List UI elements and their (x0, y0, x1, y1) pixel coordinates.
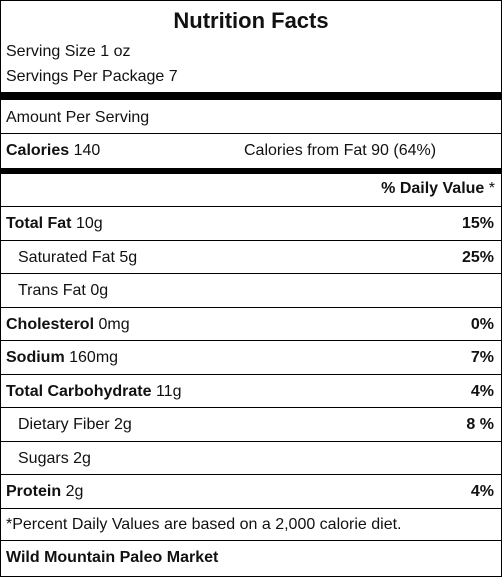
brand-name: Wild Mountain Paleo Market (6, 549, 219, 566)
servings-per-package: Servings Per Package 7 (6, 68, 178, 85)
calories-value: 140 (73, 142, 101, 159)
nutrient-row-total-fat: Total Fat 10g 15% (1, 207, 501, 241)
nutrient-row-dietary-fiber: Dietary Fiber 2g 8 % (1, 408, 501, 442)
nutrient-name: Total Fat (6, 215, 72, 232)
nutrient-name: Sodium (6, 349, 65, 366)
daily-value-header: % Daily Value * (1, 174, 501, 207)
nutrient-amount: 10g (75, 215, 103, 232)
nutrient-percent: 25% (461, 248, 494, 266)
nutrient-amount: 2g (65, 483, 84, 500)
serving-info: Serving Size 1 oz Servings Per Package 7 (1, 39, 501, 92)
daily-value-label: % Daily Value (381, 180, 485, 197)
nutrient-row-trans-fat: Trans Fat 0g (1, 274, 501, 308)
daily-value-footnote: *Percent Daily Values are based on a 2,0… (1, 508, 501, 541)
nutrient-row-cholesterol: Cholesterol 0mg 0% (1, 308, 501, 341)
nutrient-name: Dietary Fiber (18, 416, 110, 433)
nutrient-percent: 8 % (466, 416, 494, 433)
nutrient-row-saturated-fat: Saturated Fat 5g 25% (1, 241, 501, 274)
nutrient-name: Total Carbohydrate (6, 382, 152, 400)
nutrient-amount: 2g (114, 416, 132, 433)
calories-label: Calories (6, 142, 70, 159)
daily-value-star: * (488, 180, 495, 197)
thick-divider (1, 92, 501, 100)
nutrient-percent: 0% (470, 315, 494, 333)
nutrient-amount: 0g (90, 282, 109, 299)
nutrient-amount: 11g (155, 382, 182, 400)
serving-size: Serving Size 1 oz (6, 43, 131, 60)
nutrient-amount: 2g (73, 449, 91, 467)
nutrient-name: Saturated Fat (18, 248, 115, 266)
nutrient-percent: 15% (461, 215, 494, 232)
nutrient-name: Sugars (18, 449, 69, 467)
nutrient-row-sugars: Sugars 2g (1, 442, 501, 475)
medium-divider (1, 168, 501, 174)
nutrient-row-sodium: Sodium 160mg 7% (1, 341, 501, 375)
label-title: Nutrition Facts (173, 8, 329, 33)
calories-from-fat: Calories from Fat 90 (64%) (244, 142, 437, 159)
nutrient-percent: 7% (470, 349, 494, 366)
nutrient-amount: 160mg (69, 349, 119, 366)
nutrient-amount: 5g (119, 248, 138, 266)
nutrient-row-protein: Protein 2g 4% (1, 475, 501, 509)
nutrient-amount: 0mg (98, 315, 130, 333)
nutrient-row-total-carbohydrate: Total Carbohydrate 11g 4% (1, 375, 501, 408)
nutrient-name: Protein (6, 483, 62, 500)
nutrient-name: Cholesterol (6, 315, 95, 333)
nutrient-percent: 4% (470, 382, 494, 400)
calories-row: Calories 140 Calories from Fat 90 (64%) (1, 134, 501, 168)
amount-per-serving: Amount Per Serving (1, 100, 501, 134)
nutrient-name: Trans Fat (18, 282, 86, 299)
nutrient-percent: 4% (470, 483, 494, 500)
